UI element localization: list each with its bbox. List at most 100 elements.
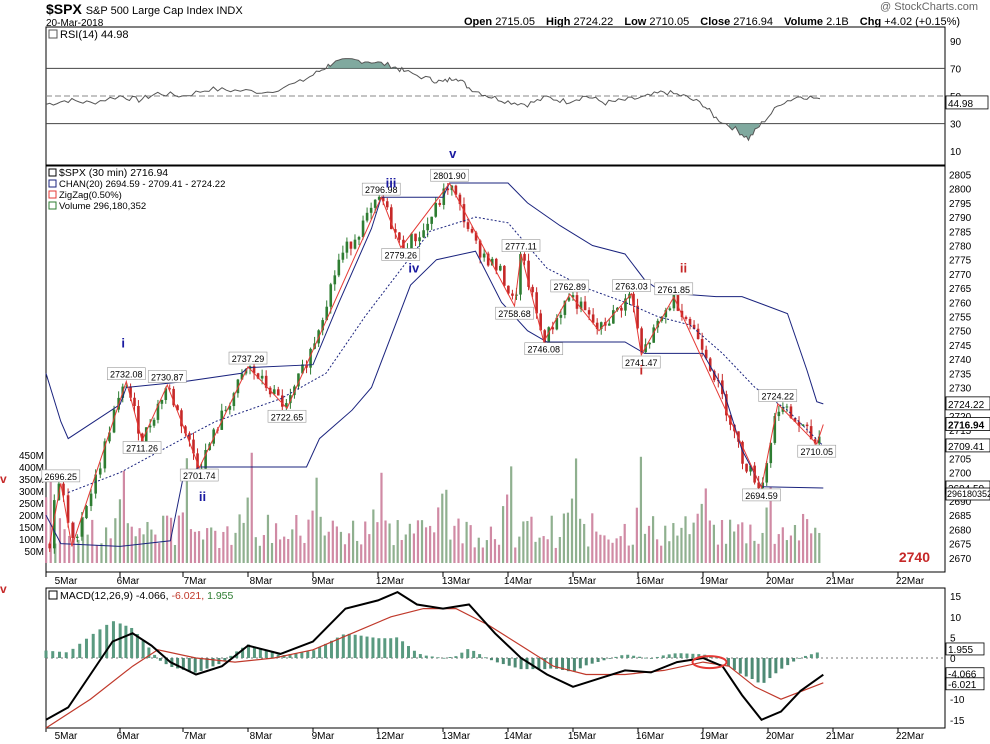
date-label-bottom: 20Mar xyxy=(766,731,795,742)
volume-bar xyxy=(177,515,181,563)
macd-legend-part: MACD(12,26,9) xyxy=(60,590,136,602)
volume-bar xyxy=(797,540,801,563)
date-axis: 5Mar 5Mar 6Mar 6Mar 7Mar 7Mar 8Mar 8Mar 9Mar 9Mar… xyxy=(45,572,925,742)
pivot-label: 2801.90 xyxy=(433,171,466,181)
price-legend-swatch xyxy=(48,179,57,188)
volume-bar xyxy=(469,525,472,563)
volume-bar xyxy=(749,524,752,563)
date-label: 7Mar xyxy=(184,576,207,587)
macd-hist-bar xyxy=(774,658,778,674)
volume-bar xyxy=(287,539,290,563)
pivot-label-box xyxy=(654,282,694,296)
candle-body xyxy=(434,202,438,217)
candle-body xyxy=(478,240,482,258)
macd-hist-bar xyxy=(478,654,482,658)
volume-bar xyxy=(708,520,711,563)
volume-value: 2.1B xyxy=(826,16,849,28)
candle-body xyxy=(329,284,333,307)
candle-body xyxy=(595,322,599,330)
candle-body xyxy=(563,300,567,315)
candle-body xyxy=(523,254,526,261)
volume-bar xyxy=(627,545,630,563)
macd-hist-bar xyxy=(732,658,736,670)
volume-bar xyxy=(91,519,94,563)
candle-body xyxy=(612,310,615,324)
macd-hist-bar xyxy=(377,638,381,658)
volume-bar xyxy=(785,540,788,563)
volume-bar xyxy=(295,514,298,563)
macd-hist-bar xyxy=(484,657,488,659)
macd-hist-bar xyxy=(229,655,233,658)
macd-panel: 151050-5-10-151.955-4.066-6.021MACD(12,2… xyxy=(0,582,985,729)
macd-hist-bar xyxy=(809,654,813,658)
candle-body xyxy=(616,307,619,311)
candle-body xyxy=(507,285,510,294)
candle-body xyxy=(737,431,740,442)
volume-bar xyxy=(142,534,145,563)
macd-hist-bar xyxy=(424,655,428,658)
candle-body xyxy=(410,233,413,249)
price-legend-chan: CHAN(20) 2694.59 - 2709.41 - 2724.22 xyxy=(59,179,225,190)
macd-hist-bar xyxy=(697,654,701,658)
macd-right-label: -4.066 xyxy=(948,670,977,681)
candle-body xyxy=(591,314,595,323)
candle-body xyxy=(700,339,704,350)
candle-body xyxy=(148,425,152,428)
macd-signal-line xyxy=(45,608,824,729)
volume-bar xyxy=(696,513,699,563)
candle-body xyxy=(325,306,329,321)
price-panel: 2805 2800 2795 2790 2785 2780 2775 2770 2765 2760… xyxy=(0,165,990,573)
candle-body xyxy=(418,237,421,242)
candle-body xyxy=(224,409,228,411)
volume-bar xyxy=(720,520,724,563)
macd-hist-bar xyxy=(147,647,151,658)
volume-bar xyxy=(396,520,399,563)
candle-body xyxy=(62,483,65,496)
pivot-label: 2696.25 xyxy=(45,472,78,482)
candle-body xyxy=(180,410,183,427)
volume-bar xyxy=(538,537,541,563)
candle-body xyxy=(98,468,102,475)
volume-bar xyxy=(558,536,561,563)
volume-bar xyxy=(522,521,525,563)
rsi-legend-label: RSI(14) 44.98 xyxy=(60,29,128,41)
volume-bar xyxy=(757,543,760,563)
volume-tick-label: 450M xyxy=(19,451,44,462)
candle-body xyxy=(785,406,789,408)
candle-body xyxy=(66,495,70,523)
candle-body xyxy=(402,239,405,251)
macd-hist-bar xyxy=(389,638,393,658)
volume-bar xyxy=(518,536,521,563)
volume-bar xyxy=(546,539,549,563)
volume-bar xyxy=(643,533,647,563)
ohlc-readout: Open 2715.05 High 2724.22 Low 2710.05 Cl… xyxy=(464,16,960,28)
candle-body xyxy=(297,373,300,387)
macd-hist-bar xyxy=(525,658,529,670)
macd-hist-bar xyxy=(294,653,298,658)
candle-body xyxy=(519,254,522,295)
volume-bar xyxy=(360,544,363,563)
volume-bar xyxy=(818,532,821,563)
symbol: $SPX xyxy=(46,1,82,17)
volume-bar xyxy=(307,519,310,563)
macd-hist-bar xyxy=(715,657,719,659)
volume-bar xyxy=(615,538,618,563)
volume-bar xyxy=(429,525,432,563)
volume-bar xyxy=(566,512,570,563)
candle-body xyxy=(458,194,462,205)
candle-body xyxy=(640,328,643,353)
volume-bar xyxy=(351,520,355,563)
candle-body xyxy=(567,297,571,301)
macd-hist-bar xyxy=(401,641,405,658)
macd-hist-bar xyxy=(519,658,523,670)
volume-bar xyxy=(126,523,129,563)
macd-hist-bar xyxy=(661,655,665,658)
candle-body xyxy=(345,241,349,253)
macd-hist-bar xyxy=(300,652,304,658)
candle-body xyxy=(176,405,179,411)
macd-tick-label: 5 xyxy=(950,633,956,644)
macd-hist-bar xyxy=(353,634,357,658)
candle-body xyxy=(394,229,397,233)
volume-bar xyxy=(647,525,651,563)
price-tick-label: 2670 xyxy=(949,554,972,565)
